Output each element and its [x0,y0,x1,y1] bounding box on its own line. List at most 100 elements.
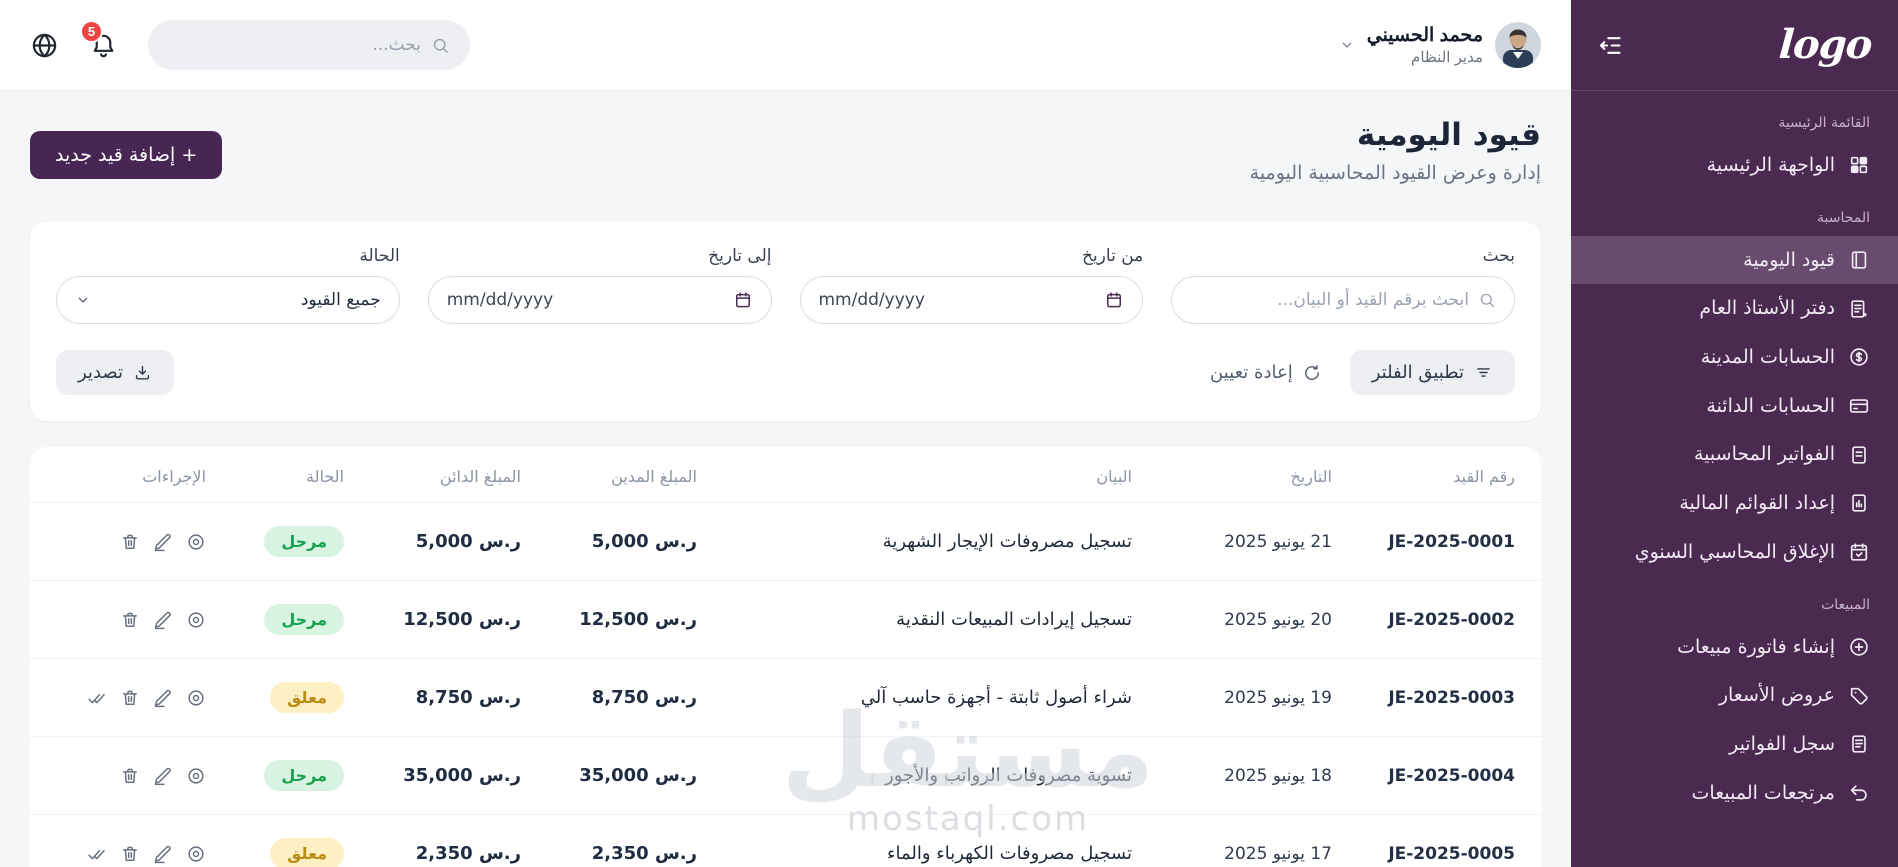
sidebar-item[interactable]: الحسابات الدائنة [1571,382,1898,431]
filter-from-date-field: من تاريخ mm/dd/yyyy [799,246,1144,325]
invoice-icon [1848,444,1870,466]
actions-cell [30,658,232,738]
delete-button[interactable] [120,610,140,630]
credit-amount-cell: 8,750 ر.س [370,658,547,738]
view-button[interactable] [186,610,206,630]
entry-number-cell: JE-2025-0001 [1358,502,1541,582]
sidebar-collapse-button[interactable] [1597,32,1624,59]
calendar-icon[interactable] [733,290,753,310]
topbar: محمد الحسيني مدير النظام بحث... 5 [0,0,1571,91]
sidebar-item[interactable]: قيود اليومية [1571,235,1898,285]
filter-to-date-field: إلى تاريخ mm/dd/yyyy [427,246,772,325]
sidebar: logo القائمة الرئيسية الواجهة الرئيسية الم… [1571,0,1898,867]
debit-amount-cell: 35,000 ر.س [547,736,723,816]
view-button[interactable] [186,766,206,786]
debit-amount-cell: 2,350 ر.س [547,814,723,867]
approve-icon [87,844,107,864]
sidebar-item[interactable]: دفتر الأستاذ العام [1571,284,1898,333]
export-label: تصدير [78,362,124,384]
search-icon [431,36,450,55]
sidebar-item[interactable]: الفواتير المحاسبية [1571,430,1898,479]
notifications-button[interactable]: 5 [80,19,118,60]
user-info: محمد الحسيني مدير النظام [1367,24,1483,66]
invoice-log-icon [1848,733,1870,755]
delete-button[interactable] [120,688,140,708]
tag-icon [1848,685,1870,707]
sidebar-item-label: سجل الفواتير [1729,732,1835,755]
plus-circle-icon [1848,636,1870,658]
edit-button[interactable] [153,532,173,552]
sidebar-item[interactable]: مرتجعات المبيعات [1571,769,1898,818]
reset-filter-button[interactable]: إعادة تعيين [1210,362,1322,383]
entry-date-cell: 19 يونيو 2025 [1158,658,1358,738]
filter-search-input[interactable]: ابحث برقم القيد أو البيان... [1171,276,1515,325]
ledger-icon [1848,298,1870,320]
edit-button[interactable] [153,844,173,864]
view-button[interactable] [186,532,206,552]
user-menu[interactable]: محمد الحسيني مدير النظام [1339,22,1541,68]
edit-icon [153,610,173,630]
export-button[interactable]: تصدير [56,350,175,396]
approve-button[interactable] [87,844,107,864]
entry-description-cell: تسوية مصروفات الرواتب والأجور [723,736,1158,816]
entry-number-cell: JE-2025-0005 [1358,814,1541,867]
page-title: قيود اليومية [1356,117,1541,153]
collapse-icon [1597,32,1624,59]
entry-date-cell: 17 يونيو 2025 [1158,814,1358,867]
global-search-input[interactable]: بحث... [148,20,470,70]
apply-filter-label: تطبيق الفلتر [1371,362,1464,384]
language-globe-button[interactable] [30,31,59,60]
debit-amount-cell: 8,750 ر.س [547,658,723,738]
return-icon [1848,782,1870,804]
avatar [1495,22,1541,68]
sidebar-header: logo [1571,0,1898,91]
table-header-cell: البيان [723,447,1158,504]
calendar-check-icon [1848,541,1870,563]
sidebar-item-label: دفتر الأستاذ العام [1699,297,1835,320]
page-head: قيود اليومية إدارة وعرض القيود المحاسبية… [30,117,1541,184]
edit-button[interactable] [153,766,173,786]
table-body: JE-2025-0001 21 يونيو 2025 تسجيل مصروفات ا… [30,502,1541,867]
approve-button[interactable] [87,688,107,708]
sidebar-item[interactable]: الحسابات المدينة [1571,333,1898,382]
sidebar-item[interactable]: سجل الفواتير [1571,720,1898,769]
delete-button[interactable] [120,532,140,552]
table-header-cell: المبلغ المدين [547,447,723,504]
reset-filter-label: إعادة تعيين [1210,362,1293,384]
view-icon [186,844,206,864]
to-date-input[interactable]: mm/dd/yyyy [427,276,772,325]
sidebar-item[interactable]: الإغلاق المحاسبي السنوي [1571,528,1898,577]
sidebar-item[interactable]: إنشاء فاتورة مبيعات [1571,623,1898,672]
delete-button[interactable] [120,844,140,864]
filters-panel: بحث ابحث برقم القيد أو البيان... من تاري… [30,222,1541,422]
from-date-value: mm/dd/yyyy [818,290,925,311]
sidebar-item-label: إنشاء فاتورة مبيعات [1677,635,1835,658]
sidebar-item[interactable]: عروض الأسعار [1571,671,1898,720]
status-select[interactable]: جميع القيود [56,276,400,325]
to-date-value: mm/dd/yyyy [446,290,554,311]
apply-filter-button[interactable]: تطبيق الفلتر [1349,350,1515,396]
calendar-icon[interactable] [1104,290,1124,310]
sidebar-item-label: إعداد القوائم المالية [1679,492,1835,515]
view-button[interactable] [186,688,206,708]
debit-amount-cell: 5,000 ر.س [547,502,723,582]
view-button[interactable] [186,844,206,864]
dashboard-grid-icon [1848,154,1870,176]
sidebar-item[interactable]: إعداد القوائم المالية [1571,479,1898,528]
main-column: محمد الحسيني مدير النظام بحث... 5 [0,0,1571,867]
entry-number-cell: JE-2025-0004 [1358,736,1541,816]
from-date-input[interactable]: mm/dd/yyyy [799,276,1144,325]
journal-icon [1848,249,1870,271]
delete-button[interactable] [120,766,140,786]
credit-amount-cell: 5,000 ر.س [370,502,547,582]
table-header-row: رقم القيد التاريخ البيان المبلغ المدين المبل… [30,447,1541,504]
actions-cell [30,814,232,867]
entry-date-cell: 20 يونيو 2025 [1158,580,1358,660]
edit-button[interactable] [153,610,173,630]
add-entry-button[interactable]: + إضافة قيد جديد [30,131,223,179]
entry-date-cell: 18 يونيو 2025 [1158,736,1358,816]
debit-amount-cell: 12,500 ر.س [547,580,723,660]
sidebar-item[interactable]: الواجهة الرئيسية [1571,141,1898,190]
edit-button[interactable] [153,688,173,708]
